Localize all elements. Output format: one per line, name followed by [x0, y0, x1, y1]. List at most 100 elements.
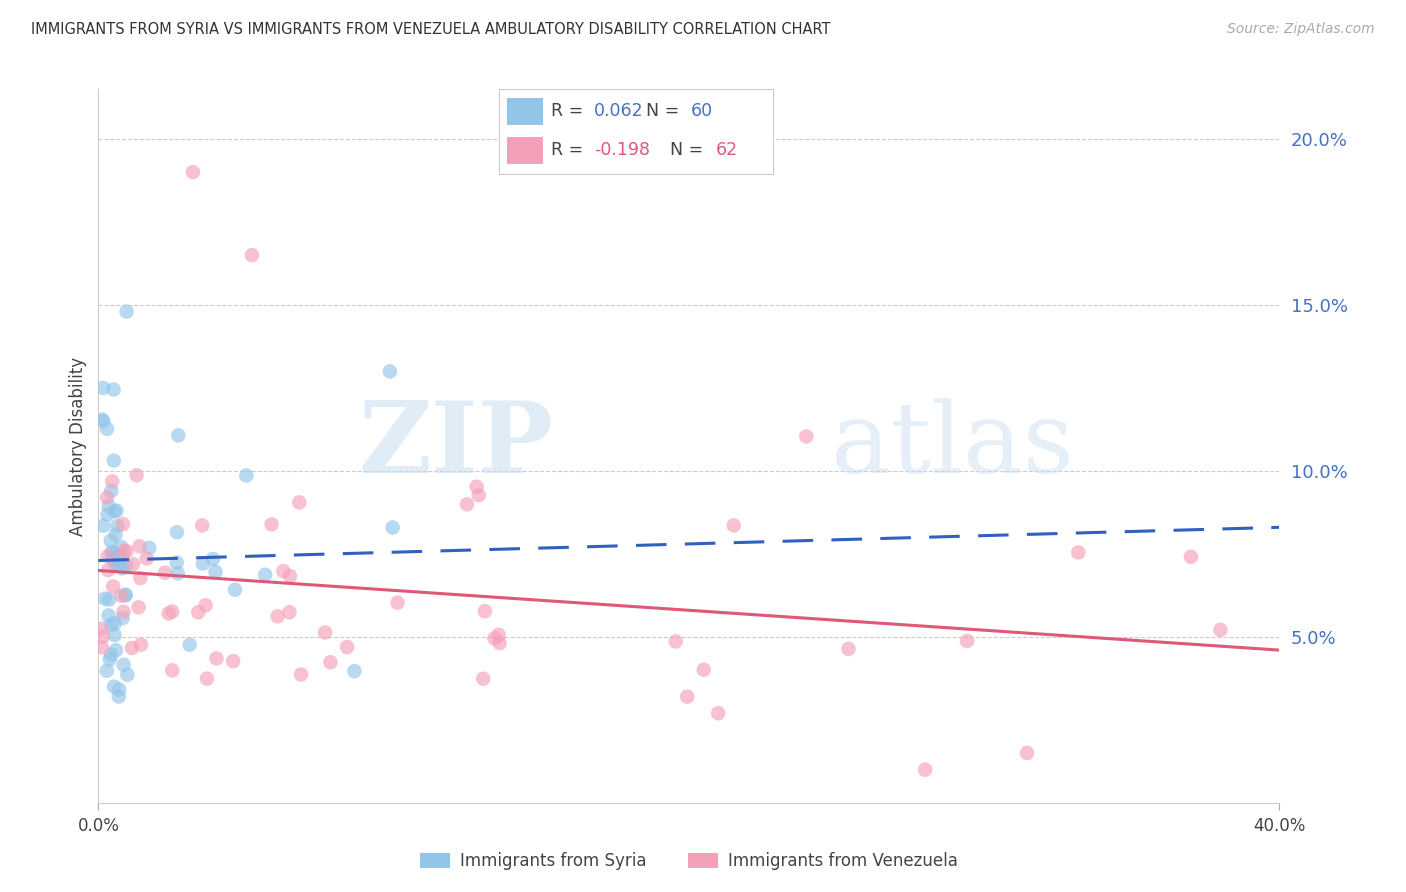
Point [122, 557, 145, 571]
Point [129, 638, 152, 652]
Bar [508, 136, 543, 164]
Point [100, 483, 122, 498]
Point [224, 582, 246, 597]
Text: 62: 62 [716, 141, 738, 159]
Point [103, 546, 125, 560]
Point [91, 414, 114, 428]
Point [465, 480, 488, 494]
Point [162, 664, 183, 678]
Text: atlas: atlas [831, 398, 1073, 494]
Point [195, 672, 218, 686]
Point [100, 618, 122, 632]
Point [381, 520, 404, 534]
Point [484, 632, 506, 646]
Point [96, 491, 118, 505]
Point [162, 605, 183, 619]
Point [100, 648, 122, 662]
Text: 0.062: 0.062 [593, 102, 644, 120]
Point [111, 611, 134, 625]
Point [103, 453, 125, 467]
Point [103, 504, 125, 518]
Point [101, 579, 124, 593]
Point [1180, 549, 1202, 564]
Point [104, 643, 127, 657]
Point [187, 605, 209, 619]
Point [914, 763, 936, 777]
Point [90, 622, 112, 636]
Point [278, 605, 301, 619]
Point [278, 569, 301, 583]
Point [110, 553, 132, 567]
Point [240, 248, 263, 262]
Point [336, 640, 359, 654]
Point [290, 667, 312, 681]
Legend: Immigrants from Syria, Immigrants from Venezuela: Immigrants from Syria, Immigrants from V… [413, 846, 965, 877]
Point [201, 552, 224, 566]
Point [488, 628, 510, 642]
Text: 60: 60 [692, 102, 713, 120]
Point [205, 651, 228, 665]
Point [104, 628, 127, 642]
Point [273, 564, 295, 578]
Point [112, 657, 135, 672]
Point [157, 607, 180, 621]
Text: R =: R = [551, 102, 589, 120]
Point [194, 599, 217, 613]
Point [314, 625, 336, 640]
Point [191, 557, 214, 571]
Point [181, 165, 204, 179]
Point [111, 549, 134, 564]
Point [204, 565, 226, 579]
Point [467, 488, 489, 502]
Point [110, 589, 132, 603]
Point [96, 422, 118, 436]
Point [97, 499, 120, 513]
Point [378, 364, 401, 378]
Text: Source: ZipAtlas.com: Source: ZipAtlas.com [1227, 22, 1375, 37]
Point [114, 589, 136, 603]
Point [101, 549, 124, 564]
Point [100, 533, 122, 548]
Text: R =: R = [551, 141, 589, 159]
Point [108, 690, 131, 704]
Point [115, 558, 138, 573]
Point [125, 468, 148, 483]
Point [179, 638, 201, 652]
Bar [508, 98, 543, 125]
Point [166, 566, 188, 581]
Point [91, 630, 114, 644]
Point [222, 654, 245, 668]
Point [153, 566, 176, 580]
Point [105, 519, 128, 533]
Point [1015, 746, 1038, 760]
Point [167, 428, 190, 442]
Point [108, 558, 131, 573]
Point [474, 604, 496, 618]
Text: N =: N = [645, 102, 685, 120]
Point [1067, 545, 1090, 559]
Point [103, 552, 125, 566]
Point [96, 664, 118, 678]
Point [108, 682, 131, 697]
Point [723, 518, 745, 533]
Point [129, 571, 152, 585]
Point [794, 429, 817, 443]
Point [138, 541, 160, 555]
Point [111, 561, 134, 575]
Point [343, 664, 366, 678]
Point [97, 563, 120, 577]
Point [91, 381, 114, 395]
Point [111, 517, 134, 532]
Point [105, 503, 128, 517]
Point [456, 497, 478, 511]
Point [100, 545, 122, 559]
Point [115, 304, 138, 318]
Point [97, 608, 120, 623]
Point [98, 592, 121, 607]
Point [112, 605, 135, 619]
Point [166, 525, 188, 540]
Point [266, 609, 288, 624]
Point [128, 600, 150, 615]
Point [114, 588, 136, 602]
Point [1209, 623, 1232, 637]
